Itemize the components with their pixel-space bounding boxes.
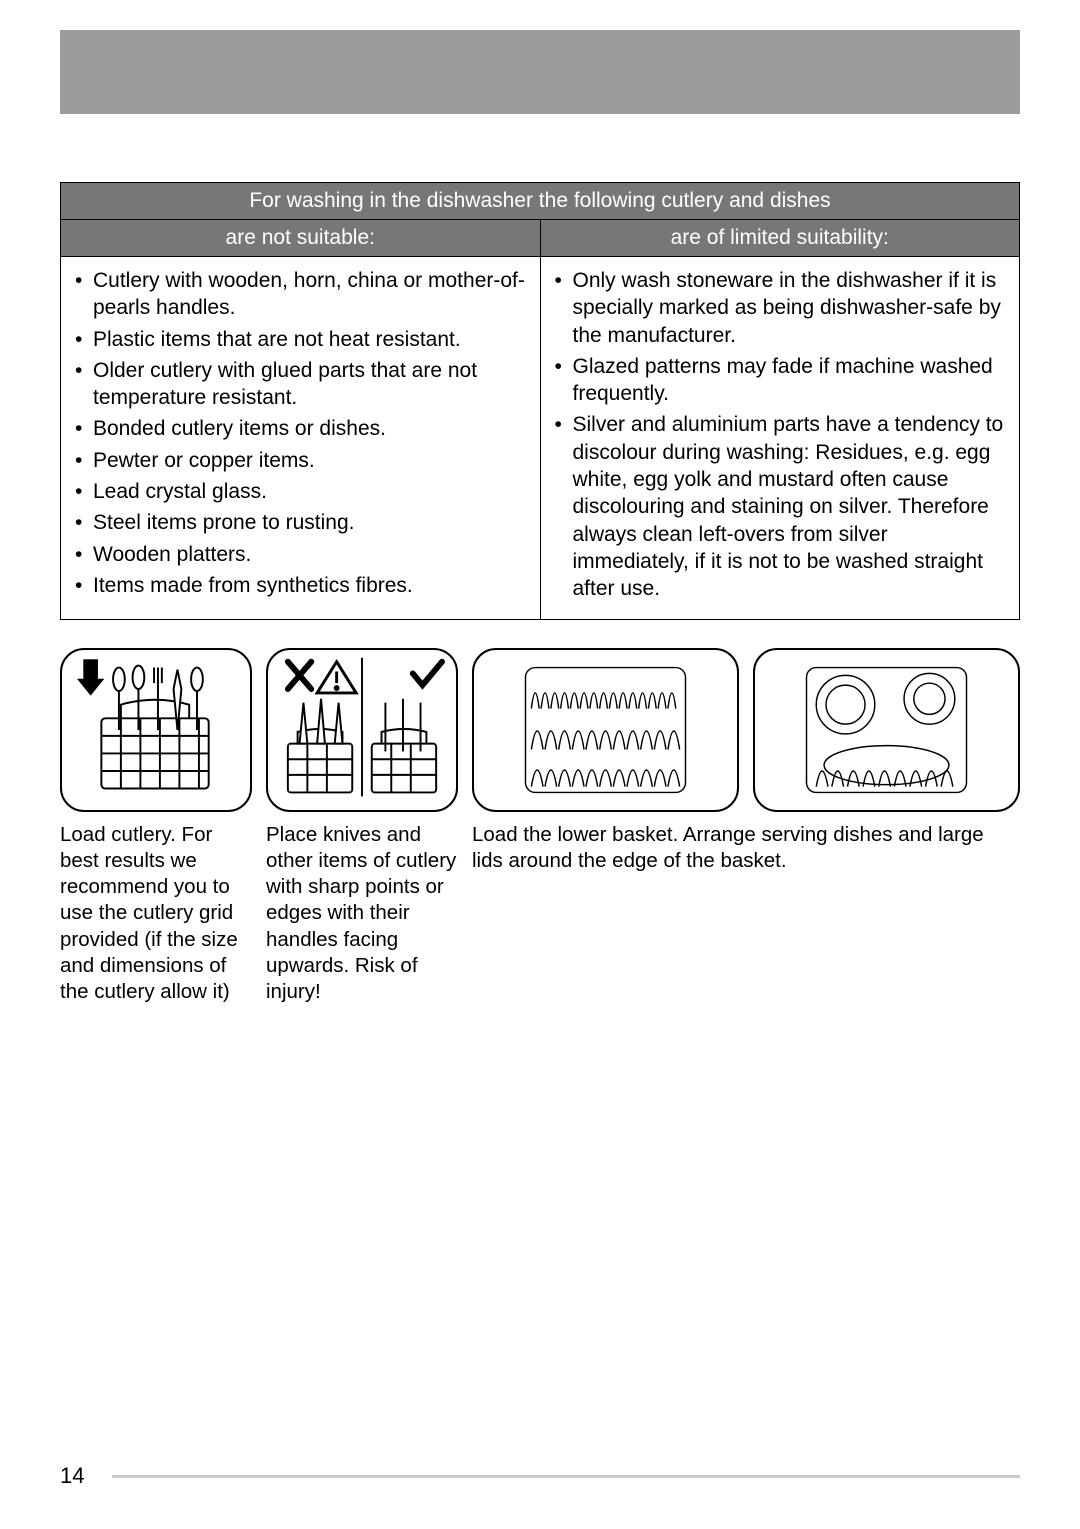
table-col-header-limited: are of limited suitability: (540, 220, 1020, 257)
limited-list: Only wash stoneware in the dishwasher if… (551, 267, 1010, 603)
figure-lower-basket-plates-icon (472, 648, 739, 812)
list-item: Glazed patterns may fade if machine wash… (551, 353, 1010, 408)
not-suitable-list: Cutlery with wooden, horn, china or moth… (71, 267, 530, 599)
figure-col-3: Load the lower basket. Arrange serving d… (472, 648, 1020, 1006)
figure-pair (472, 648, 1020, 812)
list-item: Plastic items that are not heat resistan… (71, 326, 530, 353)
page-footer: 14 (60, 1463, 1020, 1489)
figure-knives-warning-icon (266, 648, 458, 812)
list-item: Lead crystal glass. (71, 478, 530, 505)
list-item: Older cutlery with glued parts that are … (71, 357, 530, 412)
list-item: Cutlery with wooden, horn, china or moth… (71, 267, 530, 322)
list-item: Bonded cutlery items or dishes. (71, 415, 530, 442)
figure-col-2: Place knives and other items of cutlery … (266, 648, 458, 1006)
list-item: Silver and aluminium parts have a tenden… (551, 411, 1010, 602)
figure-caption: Load the lower basket. Arrange serving d… (472, 822, 1020, 874)
table-span-header: For washing in the dishwasher the follow… (61, 183, 1020, 220)
figure-caption: Load cutlery. For best re­sults we recom… (60, 822, 252, 1006)
list-item: Wooden platters. (71, 541, 530, 568)
list-item: Steel items prone to rusting. (71, 509, 530, 536)
table-col-header-not-suitable: are not suitable: (61, 220, 541, 257)
table-cell-not-suitable: Cutlery with wooden, horn, china or moth… (61, 257, 541, 620)
footer-rule (112, 1475, 1020, 1478)
figures-row: Load cutlery. For best re­sults we recom… (60, 648, 1020, 1006)
list-item: Only wash stoneware in the dishwasher if… (551, 267, 1010, 349)
figure-lower-basket-serving-icon (753, 648, 1020, 812)
suitability-table: For washing in the dishwasher the follow… (60, 182, 1020, 620)
figure-col-1: Load cutlery. For best re­sults we recom… (60, 648, 252, 1006)
page-number: 14 (60, 1463, 84, 1489)
table-cell-limited: Only wash stoneware in the dishwasher if… (540, 257, 1020, 620)
list-item: Items made from synthetics fibres. (71, 572, 530, 599)
figure-caption: Place knives and other items of cutlery … (266, 822, 458, 1006)
figure-cutlery-basket-icon (60, 648, 252, 812)
list-item: Pewter or copper items. (71, 447, 530, 474)
page: For washing in the dishwasher the follow… (0, 0, 1080, 1529)
header-banner (60, 30, 1020, 114)
